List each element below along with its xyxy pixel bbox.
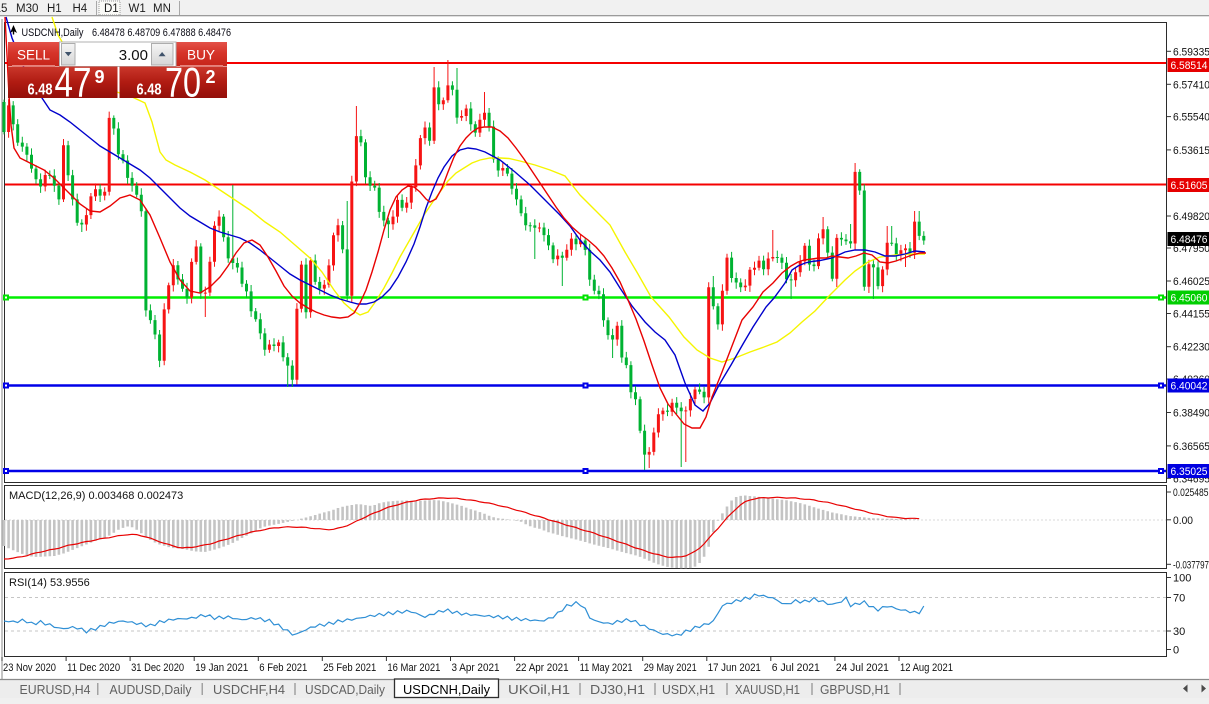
svg-text:6.58514: 6.58514: [1171, 60, 1208, 72]
svg-text:H4: H4: [73, 3, 88, 15]
svg-text:6.59335: 6.59335: [1173, 46, 1209, 58]
svg-text:47: 47: [55, 59, 92, 106]
svg-text:0.00: 0.00: [1173, 515, 1193, 527]
svg-text:6.38490: 6.38490: [1173, 408, 1209, 420]
svg-text:19 Jan 2021: 19 Jan 2021: [195, 662, 248, 674]
svg-text:6.44155: 6.44155: [1173, 309, 1209, 321]
svg-text:6.51605: 6.51605: [1171, 180, 1208, 192]
svg-text:W1: W1: [129, 3, 146, 15]
svg-text:0: 0: [1173, 645, 1179, 657]
svg-text:SELL: SELL: [17, 47, 50, 63]
svg-text:GBPUSD,H1: GBPUSD,H1: [820, 682, 890, 697]
svg-text:11 May 2021: 11 May 2021: [580, 662, 633, 674]
svg-text:2: 2: [206, 67, 216, 87]
svg-text:UKOil,H1: UKOil,H1: [508, 682, 570, 697]
svg-text:USDCNH,Daily: USDCNH,Daily: [403, 682, 490, 697]
svg-text:6.48: 6.48: [28, 82, 53, 99]
svg-text:6.48476: 6.48476: [1171, 234, 1208, 246]
svg-text:MACD(12,26,9) 0.003468 0.00247: MACD(12,26,9) 0.003468 0.002473: [9, 490, 183, 502]
svg-text:M30: M30: [16, 3, 38, 15]
svg-text:70: 70: [1173, 593, 1185, 605]
svg-text:M15: M15: [0, 3, 7, 15]
svg-text:AUDUSD,Daily: AUDUSD,Daily: [110, 682, 192, 697]
svg-text:12 Aug 2021: 12 Aug 2021: [900, 662, 953, 674]
svg-text:16 Mar 2021: 16 Mar 2021: [387, 662, 440, 674]
svg-text:24 Jul 2021: 24 Jul 2021: [836, 662, 889, 674]
svg-text:6.42230: 6.42230: [1173, 342, 1209, 354]
svg-text:H1: H1: [47, 3, 62, 15]
svg-text:22 Apr 2021: 22 Apr 2021: [516, 662, 569, 674]
svg-text:6.45060: 6.45060: [1171, 293, 1208, 305]
svg-text:6.49820: 6.49820: [1173, 211, 1209, 223]
svg-text:100: 100: [1173, 573, 1191, 585]
svg-text:29 May 2021: 29 May 2021: [644, 662, 697, 674]
svg-text:6.46025: 6.46025: [1173, 276, 1209, 288]
svg-text:3.00: 3.00: [119, 47, 148, 64]
svg-text:EURUSD,H4: EURUSD,H4: [20, 682, 91, 697]
svg-text:70: 70: [165, 59, 201, 106]
svg-text:USDCNH,Daily: USDCNH,Daily: [22, 27, 84, 39]
svg-text:USDCAD,Daily: USDCAD,Daily: [305, 682, 385, 697]
svg-text:MN: MN: [153, 3, 171, 15]
svg-text:DJ30,H1: DJ30,H1: [590, 682, 645, 697]
svg-text:6.36565: 6.36565: [1173, 441, 1209, 453]
svg-text:RSI(14) 53.9556: RSI(14) 53.9556: [9, 577, 90, 589]
svg-text:6.40042: 6.40042: [1171, 381, 1208, 393]
svg-text:3 Apr 2021: 3 Apr 2021: [452, 662, 500, 674]
svg-text:9: 9: [95, 67, 105, 87]
svg-text:0.025485: 0.025485: [1173, 487, 1209, 499]
svg-text:17 Jun 2021: 17 Jun 2021: [708, 662, 761, 674]
svg-text:6.35025: 6.35025: [1171, 466, 1208, 478]
svg-text:XAUUSD,H1: XAUUSD,H1: [735, 682, 800, 697]
svg-text:6.55540: 6.55540: [1173, 112, 1209, 124]
svg-text:BUY: BUY: [187, 47, 216, 63]
svg-text:6 Feb 2021: 6 Feb 2021: [259, 662, 307, 674]
svg-text:25 Feb 2021: 25 Feb 2021: [323, 662, 376, 674]
svg-text:6.48478 6.48709 6.47888 6.4847: 6.48478 6.48709 6.47888 6.48476: [92, 27, 231, 39]
svg-text:USDX,H1: USDX,H1: [662, 682, 715, 697]
svg-text:USDCHF,H4: USDCHF,H4: [213, 682, 285, 697]
svg-text:30: 30: [1173, 626, 1185, 638]
svg-text:6.53615: 6.53615: [1173, 145, 1209, 157]
svg-text:31 Dec 2020: 31 Dec 2020: [131, 662, 184, 674]
svg-text:6.57410: 6.57410: [1173, 79, 1209, 91]
svg-text:D1: D1: [104, 3, 119, 15]
svg-text:23 Nov 2020: 23 Nov 2020: [3, 662, 56, 674]
svg-text:6.48: 6.48: [137, 82, 162, 99]
svg-text:6 Jul 2021: 6 Jul 2021: [772, 662, 820, 674]
svg-text:11 Dec 2020: 11 Dec 2020: [67, 662, 120, 674]
svg-text:-0.037797: -0.037797: [1173, 559, 1209, 571]
